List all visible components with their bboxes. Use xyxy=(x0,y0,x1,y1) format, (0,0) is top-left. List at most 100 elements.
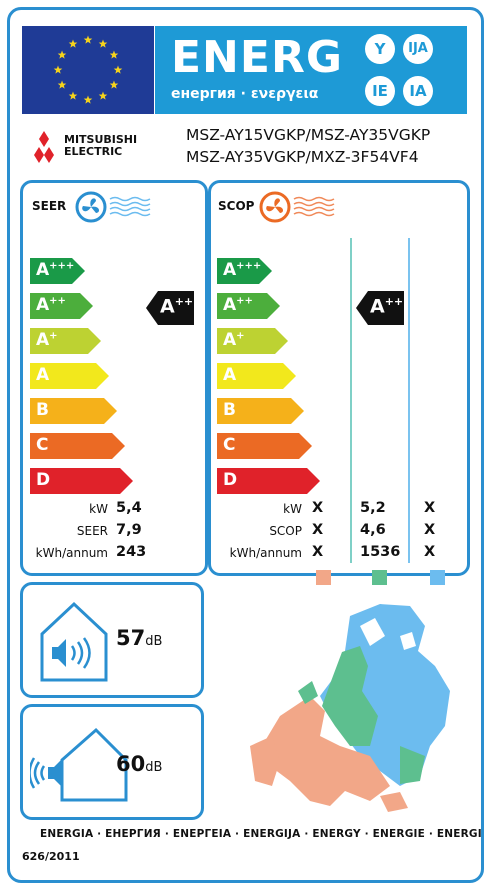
scop-metric-label: kWh/annum xyxy=(229,546,302,560)
eu-stars-icon xyxy=(53,35,123,104)
scop-scale-label: A xyxy=(223,365,237,385)
scop-scale-arrow: A++ xyxy=(217,293,281,319)
outdoor-unit-sound-icon xyxy=(30,727,128,802)
seer-metric-value: 243 xyxy=(116,544,147,560)
seer-scale-label: A++ xyxy=(36,295,66,315)
scop-zone-divider-1 xyxy=(350,238,352,563)
cooling-fan-icon xyxy=(75,191,151,223)
indoor-noise-unit: dB xyxy=(145,634,163,649)
lang-suffix-ia: IA xyxy=(403,76,433,106)
scop-metric-value: 4,6 xyxy=(360,522,386,538)
indoor-noise-value: 57dB xyxy=(116,626,163,650)
seer-rating-sup: ++ xyxy=(174,295,194,308)
eu-star-icon xyxy=(57,80,67,89)
seer-scale-label: A+ xyxy=(36,330,58,350)
seer-scale-arrow: A+ xyxy=(30,328,102,354)
scop-metric-value: X xyxy=(312,522,324,538)
scop-metric-label: kW xyxy=(283,502,302,516)
eu-star-icon xyxy=(68,39,78,48)
seer-scale-arrow: A+++ xyxy=(30,258,86,284)
scop-scale-arrow: C xyxy=(217,433,313,459)
scop-scale-arrow: B xyxy=(217,398,305,424)
footer-energy-languages: ENERGIA · ЕНЕРГИЯ · ΕΝΕΡΓΕΙΑ · ENERGIJA … xyxy=(40,828,482,840)
seer-scale-label: A xyxy=(36,365,50,385)
scop-scale-label: A++ xyxy=(223,295,253,315)
seer-scale-arrow: C xyxy=(30,433,126,459)
scop-scale-label: A+++ xyxy=(223,260,262,280)
seer-metric-label: SEER xyxy=(76,524,108,538)
eu-star-icon xyxy=(83,95,93,104)
scop-scale-label: D xyxy=(223,470,238,490)
europe-climate-zone-map xyxy=(250,604,450,812)
eu-star-icon xyxy=(109,50,119,59)
outdoor-noise-value: 60dB xyxy=(116,752,163,776)
energy-banner: ENERG енергия · ενεργεια Y IJA IE IA xyxy=(155,26,467,114)
zone-swatch-average xyxy=(372,570,387,585)
seer-rating-arrow-icon xyxy=(146,291,194,325)
model-numbers-line1: MSZ-AY15VGKP/MSZ-AY35VGKP xyxy=(186,126,431,144)
eu-star-icon xyxy=(109,80,119,89)
lang-suffix-ija: IJA xyxy=(403,34,433,64)
scop-metric-value: X xyxy=(312,544,324,560)
scop-rating-sup: ++ xyxy=(384,295,404,308)
seer-scale-label: A+++ xyxy=(36,260,75,280)
seer-rating-badge: A++ xyxy=(146,291,194,325)
seer-metric-value: 7,9 xyxy=(116,522,142,538)
seer-metric-value: 5,4 xyxy=(116,500,142,516)
eu-star-icon xyxy=(57,50,67,59)
scop-rating-arrow-icon xyxy=(356,291,404,325)
label-frame xyxy=(7,7,484,883)
mitsubishi-diamonds-icon xyxy=(34,131,54,163)
seer-scale-label: B xyxy=(36,400,49,420)
scop-metric-value: 1536 xyxy=(360,544,401,560)
seer-scale-arrow: A++ xyxy=(30,293,94,319)
seer-rating-letter: A xyxy=(160,295,175,318)
scop-metric-value: X xyxy=(424,522,436,538)
scop-rating-letter: A xyxy=(370,295,385,318)
scop-metric-label: SCOP xyxy=(269,524,302,538)
seer-scale-label: D xyxy=(36,470,51,490)
indoor-unit-sound-icon xyxy=(40,601,108,682)
energy-subtitle: енергия · ενεργεια xyxy=(171,86,319,102)
scop-scale-arrow: A+++ xyxy=(217,258,273,284)
seer-metric-label: kWh/annum xyxy=(35,546,108,560)
eu-star-icon xyxy=(83,35,93,44)
brand-logo: MITSUBISHI ELECTRIC xyxy=(26,130,146,166)
scop-zone-divider-2 xyxy=(408,238,410,563)
seer-metric-label: kW xyxy=(89,502,108,516)
eu-star-icon xyxy=(113,65,123,74)
eu-star-icon xyxy=(53,65,63,74)
lang-suffix-ie: IE xyxy=(365,76,395,106)
scop-scale-arrow: A xyxy=(217,363,297,389)
brand-name-line2: ELECTRIC xyxy=(64,145,123,158)
scop-scale-arrow: D xyxy=(217,468,321,494)
heating-fan-icon xyxy=(259,191,335,223)
model-numbers-line2: MSZ-AY35VGKP/MXZ-3F54VF4 xyxy=(186,148,419,166)
scop-metric-value: 5,2 xyxy=(360,500,386,516)
outdoor-noise-unit: dB xyxy=(145,760,163,775)
eu-flag xyxy=(22,26,154,114)
seer-scale-arrow: A xyxy=(30,363,110,389)
seer-scale-arrow: B xyxy=(30,398,118,424)
seer-scale-arrow: D xyxy=(30,468,134,494)
seer-title: SEER xyxy=(32,199,67,213)
scop-scale-label: B xyxy=(223,400,236,420)
scop-metric-value: X xyxy=(312,500,324,516)
energy-title: ENERG xyxy=(171,32,343,83)
scop-scale-label: C xyxy=(223,435,236,455)
scop-title: SCOP xyxy=(218,199,255,213)
scop-rating-badge: A++ xyxy=(356,291,404,325)
scop-metric-value: X xyxy=(424,500,436,516)
scop-metric-value: X xyxy=(424,544,436,560)
lang-suffix-y: Y xyxy=(365,34,395,64)
footer-regulation-number: 626/2011 xyxy=(22,850,80,863)
eu-star-icon xyxy=(68,91,78,100)
brand-name-line1: MITSUBISHI xyxy=(64,133,138,146)
seer-scale-label: C xyxy=(36,435,49,455)
scop-scale-label: A+ xyxy=(223,330,245,350)
zone-swatch-colder xyxy=(430,570,445,585)
eu-star-icon xyxy=(98,39,108,48)
scop-scale-arrow: A+ xyxy=(217,328,289,354)
eu-star-icon xyxy=(98,91,108,100)
zone-swatch-warmer xyxy=(316,570,331,585)
